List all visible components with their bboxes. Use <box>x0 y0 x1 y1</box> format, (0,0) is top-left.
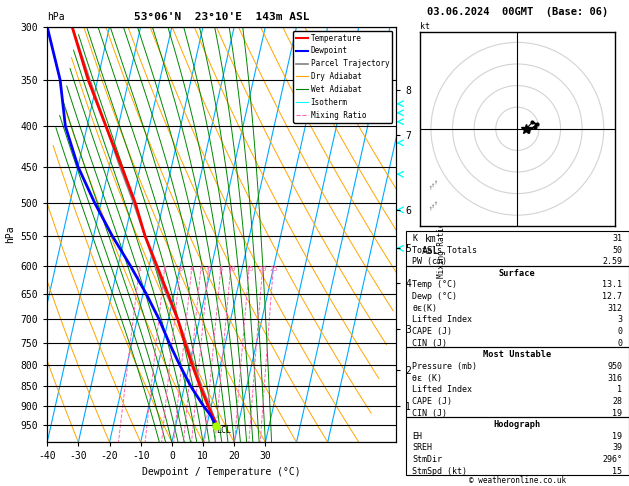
Bar <box>406 231 629 266</box>
Y-axis label: km
ASL: km ASL <box>422 235 440 256</box>
Text: 19: 19 <box>612 409 622 417</box>
Text: 31: 31 <box>612 234 622 243</box>
Text: 2: 2 <box>163 266 167 272</box>
Text: PW (cm): PW (cm) <box>413 257 447 266</box>
Text: StmDir: StmDir <box>413 455 442 464</box>
Text: SREH: SREH <box>413 443 432 452</box>
Text: Most Unstable: Most Unstable <box>483 350 552 359</box>
Text: Temp (°C): Temp (°C) <box>413 280 457 290</box>
Text: θε (K): θε (K) <box>413 374 442 382</box>
Text: 296°: 296° <box>603 455 622 464</box>
Text: kt: kt <box>420 22 430 31</box>
Text: 950: 950 <box>608 362 622 371</box>
Text: 15: 15 <box>612 467 622 476</box>
Text: Totals Totals: Totals Totals <box>413 245 477 255</box>
Text: Surface: Surface <box>499 269 536 278</box>
Text: θε(K): θε(K) <box>413 304 437 313</box>
Text: CAPE (J): CAPE (J) <box>413 327 452 336</box>
Bar <box>406 266 629 347</box>
Text: © weatheronline.co.uk: © weatheronline.co.uk <box>469 476 566 485</box>
Text: 2.59: 2.59 <box>603 257 622 266</box>
Text: 5: 5 <box>199 266 203 272</box>
Text: 3: 3 <box>179 266 182 272</box>
Text: 50: 50 <box>612 245 622 255</box>
Text: 03.06.2024  00GMT  (Base: 06): 03.06.2024 00GMT (Base: 06) <box>426 7 608 17</box>
X-axis label: Dewpoint / Temperature (°C): Dewpoint / Temperature (°C) <box>142 467 301 477</box>
Text: 1: 1 <box>617 385 622 394</box>
Text: 4: 4 <box>190 266 194 272</box>
Text: Pressure (mb): Pressure (mb) <box>413 362 477 371</box>
Legend: Temperature, Dewpoint, Parcel Trajectory, Dry Adiabat, Wet Adiabat, Isotherm, Mi: Temperature, Dewpoint, Parcel Trajectory… <box>293 31 392 122</box>
Text: 13.1: 13.1 <box>603 280 622 290</box>
Text: 25: 25 <box>269 266 278 272</box>
Text: Dewp (°C): Dewp (°C) <box>413 292 457 301</box>
Text: 12.7: 12.7 <box>603 292 622 301</box>
Text: StmSpd (kt): StmSpd (kt) <box>413 467 467 476</box>
Text: EH: EH <box>413 432 423 441</box>
Text: 316: 316 <box>608 374 622 382</box>
Text: 1: 1 <box>138 266 142 272</box>
Text: CIN (J): CIN (J) <box>413 409 447 417</box>
Text: ↗↗↗: ↗↗↗ <box>426 177 440 191</box>
Text: 20: 20 <box>259 266 267 272</box>
Text: 28: 28 <box>612 397 622 406</box>
Text: 0: 0 <box>617 327 622 336</box>
Text: 6: 6 <box>207 266 211 272</box>
Text: 312: 312 <box>608 304 622 313</box>
Bar <box>406 417 629 475</box>
Text: CAPE (J): CAPE (J) <box>413 397 452 406</box>
Text: Lifted Index: Lifted Index <box>413 315 472 325</box>
Text: 0: 0 <box>617 339 622 347</box>
Text: Hodograph: Hodograph <box>494 420 541 429</box>
Text: hPa: hPa <box>47 12 65 22</box>
Bar <box>406 347 629 417</box>
Text: Mixing Ratio (g/kg): Mixing Ratio (g/kg) <box>437 191 446 278</box>
Text: 19: 19 <box>612 432 622 441</box>
Text: ↗↗↗: ↗↗↗ <box>426 199 440 212</box>
Text: K: K <box>413 234 418 243</box>
Text: Lifted Index: Lifted Index <box>413 385 472 394</box>
Text: 8: 8 <box>219 266 223 272</box>
Text: 15: 15 <box>245 266 253 272</box>
Text: 53°06'N  23°10'E  143m ASL: 53°06'N 23°10'E 143m ASL <box>134 12 309 22</box>
Text: CIN (J): CIN (J) <box>413 339 447 347</box>
Text: 10: 10 <box>226 266 235 272</box>
Y-axis label: hPa: hPa <box>5 226 15 243</box>
Text: LCL: LCL <box>216 426 231 435</box>
Text: 3: 3 <box>617 315 622 325</box>
Text: 39: 39 <box>612 443 622 452</box>
